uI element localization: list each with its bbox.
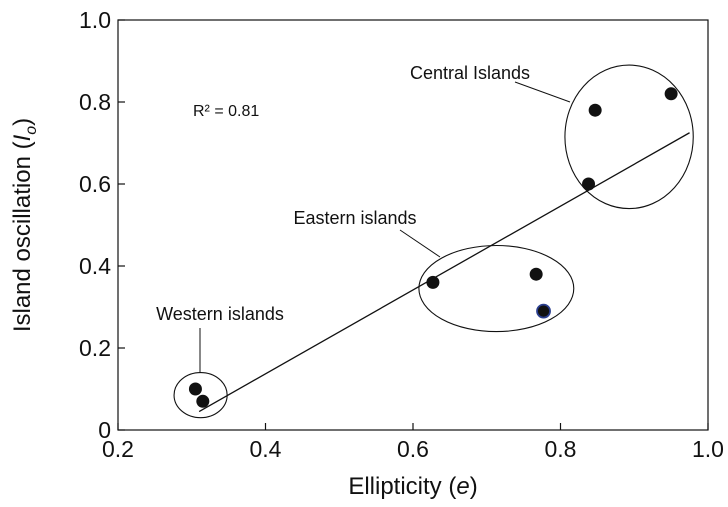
- data-point: [588, 103, 602, 117]
- data-point: [536, 303, 551, 319]
- data-point: [426, 275, 440, 289]
- x-tick-label: 0.2: [102, 436, 134, 462]
- x-tick-label: 0.4: [250, 436, 282, 462]
- y-tick-label: 1.0: [79, 7, 111, 33]
- ellipse-eastern-islands: [418, 244, 575, 333]
- ellipse-central-islands: [564, 64, 694, 210]
- label-western-islands: Western islands: [156, 304, 284, 324]
- label-eastern-islands: Eastern islands: [293, 208, 416, 228]
- y-tick-label: 0.6: [79, 171, 111, 197]
- y-tick-label: 0.4: [79, 253, 111, 279]
- data-points: [188, 87, 678, 408]
- label-central-islands: Central Islands: [410, 63, 530, 83]
- x-tick-label: 0.6: [397, 436, 429, 462]
- x-tick-label: 1.0: [692, 436, 724, 462]
- trend-line: [198, 132, 690, 413]
- x-axis-title: Ellipticity (e): [348, 473, 477, 500]
- x-tick-label: 0.8: [545, 436, 577, 462]
- y-tick-label: 0: [98, 417, 111, 443]
- leader-central-islands: [514, 81, 571, 103]
- data-point: [529, 267, 543, 281]
- y-tick-label: 0.8: [79, 89, 111, 115]
- y-axis-title: Island oscillation (Io): [9, 118, 40, 332]
- data-point: [188, 382, 202, 396]
- data-point: [582, 177, 596, 191]
- y-axis-ticks: 0 0.2 0.4 0.6 0.8 1.0: [79, 7, 125, 443]
- leader-eastern-islands: [399, 229, 441, 258]
- r-squared-label: R² = 0.81: [193, 103, 259, 120]
- data-point: [196, 394, 210, 408]
- y-tick-label: 0.2: [79, 335, 111, 361]
- x-axis-ticks: 0.2 0.4 0.6 0.8 1.0: [102, 423, 724, 462]
- annotation-leaders: [199, 81, 571, 373]
- data-point: [664, 87, 678, 101]
